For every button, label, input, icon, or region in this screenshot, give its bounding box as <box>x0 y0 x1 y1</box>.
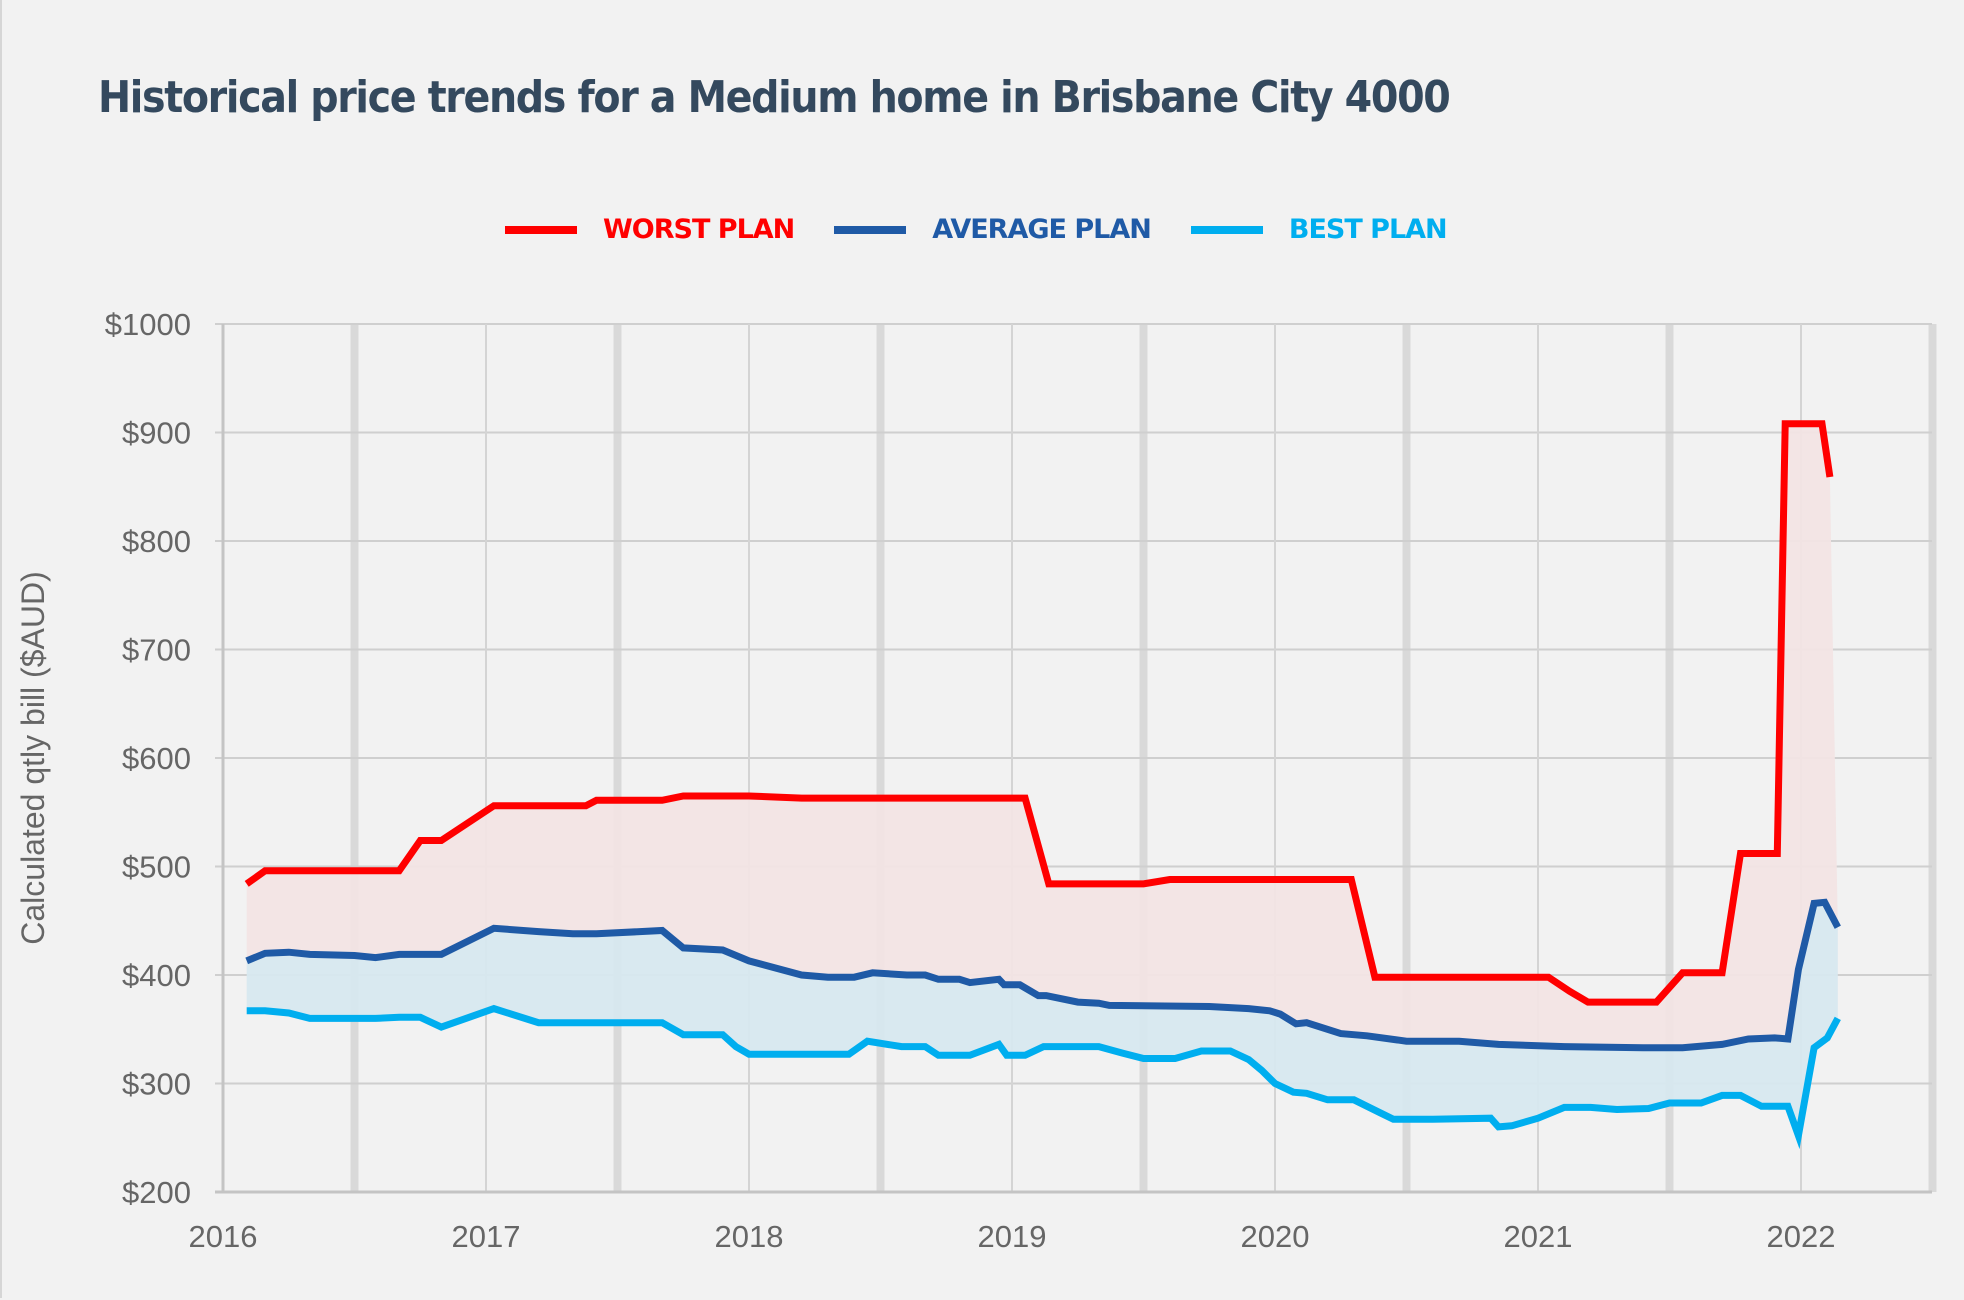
line-worst-plan <box>244 420 1834 1006</box>
mid-year-band <box>1928 324 1937 1192</box>
x-tick-label: 2021 <box>1504 1219 1573 1254</box>
line-average-plan <box>245 898 1841 1052</box>
legend-item-best[interactable]: BEST PLAN <box>1190 214 1448 245</box>
y-tick-label: $300 <box>122 1067 191 1102</box>
x-tick-label: 2020 <box>1241 1219 1310 1254</box>
legend-swatch-best <box>1190 225 1263 234</box>
chart-title: Historical price trends for a Medium hom… <box>98 72 1451 123</box>
y-tick-label: $700 <box>122 633 191 668</box>
y-tick-label: $500 <box>122 850 191 885</box>
area-fills <box>246 423 1838 1136</box>
y-tick-label: $800 <box>122 524 191 559</box>
legend-label-best: BEST PLAN <box>1288 214 1448 245</box>
x-tick-label: 2022 <box>1767 1219 1836 1254</box>
y-tick-label: $900 <box>122 416 191 451</box>
legend-label-worst: WORST PLAN <box>603 214 795 245</box>
x-axis-ticks: 2016 2017 2018 2019 2020 2021 2022 <box>189 1219 1836 1254</box>
x-tick-label: 2016 <box>189 1219 258 1254</box>
chart-legend: WORST PLAN AVERAGE PLAN BEST PLAN <box>505 214 1487 245</box>
legend-label-average: AVERAGE PLAN <box>932 214 1152 245</box>
line-best-plan <box>246 1004 1841 1150</box>
y-tick-label: $200 <box>122 1175 191 1210</box>
y-axis-ticks: $200 $300 $400 $500 $600 $700 $800 $900 $1000 <box>105 307 191 1210</box>
y-axis-label: Calculated qtly bill ($AUD) <box>15 571 51 944</box>
x-tick-label: 2017 <box>452 1219 521 1254</box>
worst-average-area <box>246 423 1838 1048</box>
legend-item-average[interactable]: AVERAGE PLAN <box>834 214 1152 245</box>
y-tick-label: $1000 <box>105 307 191 342</box>
x-tick-label: 2018 <box>715 1219 784 1254</box>
legend-swatch-average <box>834 225 907 234</box>
y-tick-label: $600 <box>122 741 191 776</box>
legend-item-worst[interactable]: WORST PLAN <box>505 214 795 245</box>
y-tick-label: $400 <box>122 958 191 993</box>
average-best-area <box>246 902 1838 1136</box>
x-tick-label: 2019 <box>978 1219 1047 1254</box>
legend-swatch-worst <box>505 225 577 234</box>
series-lines <box>244 420 1841 1150</box>
